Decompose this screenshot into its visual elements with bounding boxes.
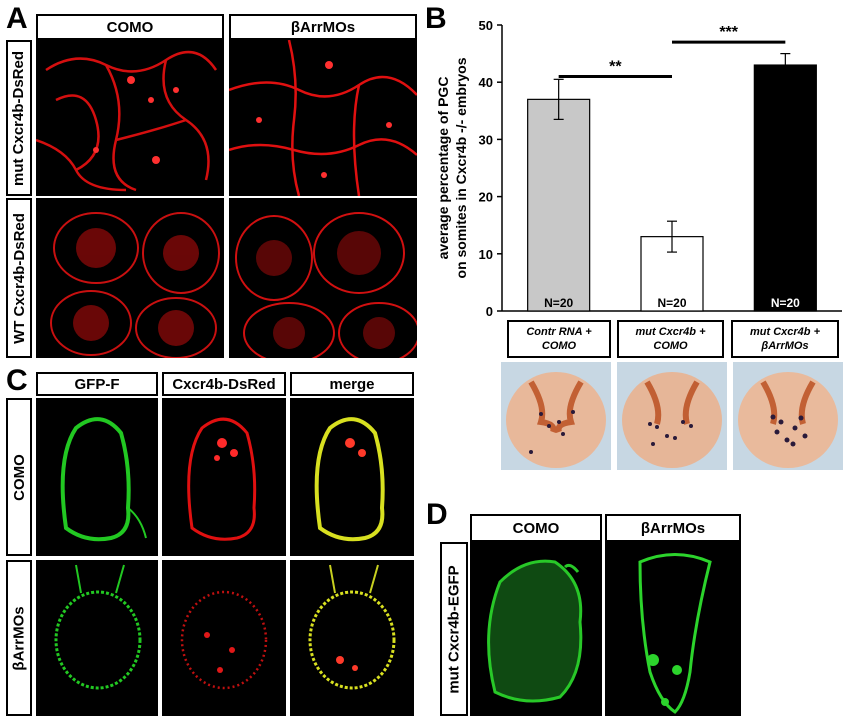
micrograph-c-como-red bbox=[162, 398, 286, 556]
significance-stars: ** bbox=[609, 58, 622, 75]
bar bbox=[753, 64, 817, 312]
condition-label-contr-line2: COMO bbox=[541, 340, 577, 352]
y-tick-label: 0 bbox=[486, 304, 493, 319]
micrograph-c-barrmos-red bbox=[162, 560, 286, 716]
panel-d-row-label: mut Cxcr4b-EGFP bbox=[440, 542, 468, 716]
condition-label-contr: Contr RNA + COMO bbox=[507, 320, 611, 358]
n-label: N=20 bbox=[657, 296, 686, 310]
panel-a-row-label-mut: mut Cxcr4b-DsRed bbox=[6, 40, 32, 196]
y-tick-label: 40 bbox=[479, 75, 493, 90]
panel-d-letter: D bbox=[426, 498, 448, 531]
n-label: N=20 bbox=[544, 296, 573, 310]
significance-stars: *** bbox=[719, 24, 738, 41]
condition-label-mut-barrmos-line2: βArrMOs bbox=[761, 340, 809, 352]
condition-label-contr-line1: Contr RNA + bbox=[526, 326, 592, 338]
embryo-image-mut-como bbox=[617, 362, 727, 470]
micrograph-c-como-merge bbox=[290, 398, 414, 556]
micrograph-c-barrmos-gfp bbox=[36, 560, 158, 716]
micrograph-c-como-gfp bbox=[36, 398, 158, 556]
micrograph-d-como bbox=[470, 542, 602, 716]
condition-label-mut-barrmos: mut Cxcr4b + βArrMOs bbox=[731, 320, 839, 358]
panel-a-row-label-wt: WT Cxcr4b-DsRed bbox=[6, 198, 32, 358]
y-tick-label: 30 bbox=[479, 132, 493, 147]
embryo-image-mut-barrmos bbox=[733, 362, 843, 470]
panel-c-row-label-barrmos: βArrMOs bbox=[6, 560, 32, 716]
panel-b-letter: B bbox=[425, 2, 447, 35]
panel-c-col-header-cxcr4b-dsred: Cxcr4b-DsRed bbox=[162, 372, 286, 396]
panel-a-col-header-como: COMO bbox=[36, 14, 224, 40]
panel-d-col-header-como: COMO bbox=[470, 514, 602, 542]
y-tick-label: 10 bbox=[479, 247, 493, 262]
chart-ylabel-line2: on somites in Cxcr4b -/- embryos bbox=[453, 57, 469, 278]
condition-label-mut-como-line2: COMO bbox=[653, 340, 688, 352]
chart-ylabel-line1: average percentage of PGC bbox=[435, 77, 451, 260]
panel-a-letter: A bbox=[6, 2, 28, 35]
condition-label-mut-como: mut Cxcr4b + COMO bbox=[617, 320, 724, 358]
y-tick-label: 50 bbox=[479, 18, 493, 33]
bar bbox=[527, 98, 591, 312]
panel-a-col-header-barrmos: βArrMOs bbox=[229, 14, 417, 40]
panel-c-row-label-como: COMO bbox=[6, 398, 32, 556]
panel-c-letter: C bbox=[6, 364, 28, 397]
micrograph-a-wt-como bbox=[36, 198, 224, 358]
embryo-image-contr bbox=[501, 362, 611, 470]
micrograph-a-mut-como bbox=[36, 40, 224, 196]
condition-label-mut-barrmos-line1: mut Cxcr4b + bbox=[750, 326, 820, 338]
micrograph-d-barrmos bbox=[605, 542, 741, 716]
condition-label-mut-como-line1: mut Cxcr4b + bbox=[635, 326, 706, 338]
micrograph-a-wt-barrmos bbox=[229, 198, 417, 358]
panel-c-col-header-merge: merge bbox=[290, 372, 414, 396]
micrograph-c-barrmos-merge bbox=[290, 560, 414, 716]
micrograph-a-mut-barrmos bbox=[229, 40, 417, 196]
chart-bars: N=20 N=20 N=20***** bbox=[527, 24, 817, 312]
panel-b-chart: average percentage of PGC on somites in … bbox=[435, 18, 842, 319]
chart-ylabel: average percentage of PGC on somites in … bbox=[435, 57, 469, 278]
panel-d-col-header-barrmos: βArrMOs bbox=[605, 514, 741, 542]
panel-c-col-header-gfpf: GFP-F bbox=[36, 372, 158, 396]
n-label: N=20 bbox=[771, 296, 800, 310]
y-tick-label: 20 bbox=[479, 190, 493, 205]
